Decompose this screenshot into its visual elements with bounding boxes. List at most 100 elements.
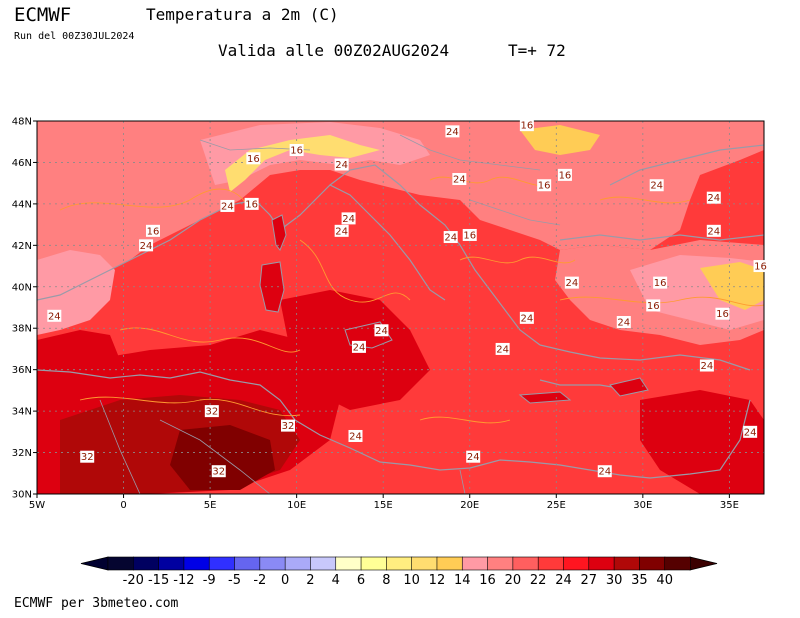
contour-label-box xyxy=(564,276,579,289)
colorbar-level-label: 10 xyxy=(403,573,420,588)
forecast-step-label: T=+ 72 xyxy=(508,41,566,60)
yellow-alps xyxy=(225,135,380,192)
contour-label-text: 16 xyxy=(520,121,533,132)
contour-label-box xyxy=(289,144,304,157)
darkest-red-desert xyxy=(170,425,275,490)
lat-tick-label: 48N xyxy=(12,117,32,128)
contour-label: 24 xyxy=(452,173,467,186)
colorbar-level-label: 12 xyxy=(429,573,446,588)
lon-tick-label: 25E xyxy=(547,500,566,511)
colorbar-swatch xyxy=(386,556,413,571)
contour-label-box xyxy=(743,425,758,438)
colorbar-level-label: 14 xyxy=(454,573,471,588)
contour-label-text: 16 xyxy=(559,170,572,181)
contour-label-box xyxy=(519,311,534,324)
contour-label-box xyxy=(280,419,295,432)
colorbar-level-label: -9 xyxy=(203,573,216,588)
colorbar-level-label: 6 xyxy=(357,573,365,588)
contour-label-text: 24 xyxy=(335,226,348,237)
contour-label: 24 xyxy=(341,212,356,225)
colorbar-level-label: -20 xyxy=(123,573,144,588)
contour-label-box xyxy=(649,179,664,192)
contour-label: 24 xyxy=(334,158,349,171)
contour-label-text: 24 xyxy=(617,318,630,329)
contour-label: 24 xyxy=(597,465,612,478)
contour-label: 16 xyxy=(537,179,552,192)
contour-label-box xyxy=(443,231,458,244)
lon-tick-label: 15E xyxy=(374,500,393,511)
contour-label: 16 xyxy=(289,144,304,157)
contour-label-text: 24 xyxy=(375,326,388,337)
colorbar-swatch xyxy=(310,556,337,571)
contour-label-box xyxy=(80,450,95,463)
colorbar-swatch xyxy=(563,556,590,571)
colorbar-swatch xyxy=(487,556,514,571)
contour-label-box xyxy=(466,450,481,463)
orange-contour-lines xyxy=(59,176,764,424)
lat-tick-label: 40N xyxy=(12,282,32,293)
colorbar-level-label: 16 xyxy=(479,573,496,588)
lat-tick-label: 46N xyxy=(12,158,32,169)
contour-label: 16 xyxy=(646,299,661,312)
lon-tick-label: 35E xyxy=(720,500,739,511)
lat-tick-label: 36N xyxy=(12,365,32,376)
contour-label: 16 xyxy=(145,224,160,237)
contour-label: 32 xyxy=(280,419,295,432)
colorbar-level-label: -12 xyxy=(173,573,194,588)
lon-tick-label: 0 xyxy=(120,500,126,511)
contour-label-text: 24 xyxy=(335,160,348,171)
contour-label-box xyxy=(341,212,356,225)
lon-tick-label: 10E xyxy=(287,500,306,511)
lon-tick-label: 20E xyxy=(460,500,479,511)
contour-label-text: 24 xyxy=(353,342,366,353)
colorbar-swatch xyxy=(107,556,134,571)
contour-label-box xyxy=(653,276,668,289)
contour-label: 24 xyxy=(495,342,510,355)
contour-label: 32 xyxy=(204,405,219,418)
contour-label-text: 24 xyxy=(453,175,466,186)
contour-label-box xyxy=(334,158,349,171)
contour-label: 24 xyxy=(616,316,631,329)
contour-label: 24 xyxy=(443,231,458,244)
contour-label: 16 xyxy=(753,260,768,273)
contour-label-box xyxy=(699,359,714,372)
contour-label: 24 xyxy=(743,425,758,438)
lat-tick-label: 32N xyxy=(12,448,32,459)
contour-label-box xyxy=(145,224,160,237)
contour-label-text: 16 xyxy=(538,181,551,192)
contour-label: 32 xyxy=(80,450,95,463)
colorbar-swatch xyxy=(639,556,666,571)
graticule xyxy=(37,121,764,494)
contour-label-text: 24 xyxy=(342,214,355,225)
contour-label-box xyxy=(706,191,721,204)
contour-label-text: 16 xyxy=(245,199,258,210)
colorbar-level-label: -5 xyxy=(228,573,241,588)
contour-label-text: 16 xyxy=(463,230,476,241)
colorbar-level-label: 40 xyxy=(656,573,673,588)
variable-title: Temperatura a 2m (C) xyxy=(146,5,339,24)
longitude-axis: 5W 0 5E 10E 15E 20E 25E 30E 35E xyxy=(29,494,739,511)
colorbar-level-label: 0 xyxy=(281,573,289,588)
contour-label-box xyxy=(47,309,62,322)
colorbar-level-label: -2 xyxy=(253,573,266,588)
colorbar-swatch xyxy=(234,556,261,571)
contour-label: 24 xyxy=(519,311,534,324)
contour-label-text: 24 xyxy=(520,313,533,324)
contour-label-box xyxy=(495,342,510,355)
contour-label-box xyxy=(537,179,552,192)
border-lines xyxy=(99,134,561,494)
contour-label-box xyxy=(452,173,467,186)
contour-label: 16 xyxy=(462,228,477,241)
contour-label-box xyxy=(597,465,612,478)
contour-label: 24 xyxy=(351,340,366,353)
contour-label: 24 xyxy=(445,125,460,138)
contour-label-text: 24 xyxy=(221,201,234,212)
contour-label-box xyxy=(139,239,154,252)
colorbar-swatch xyxy=(613,556,640,571)
contour-label-text: 24 xyxy=(444,233,457,244)
lat-tick-label: 34N xyxy=(12,407,32,418)
lon-tick-label: 5W xyxy=(29,500,45,511)
colorbar-swatch xyxy=(588,556,615,571)
